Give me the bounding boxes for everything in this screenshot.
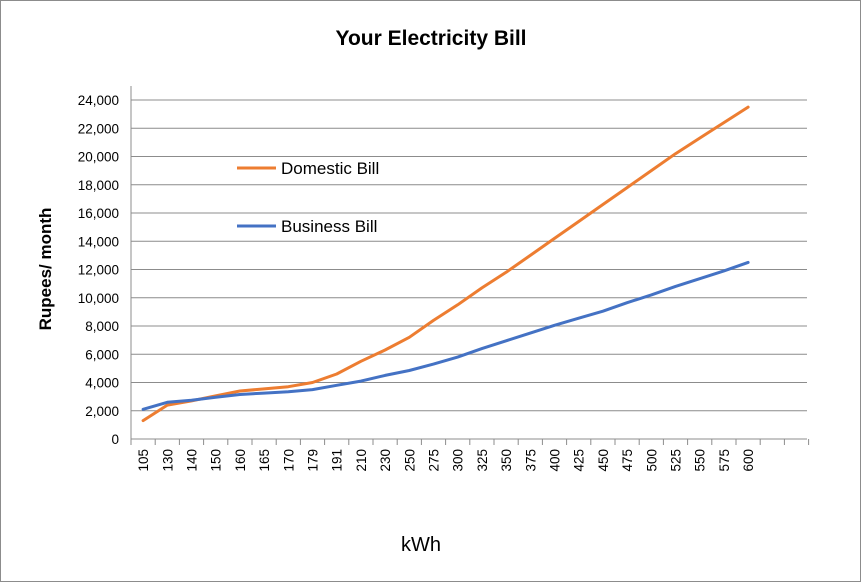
x-tick-label: 170 — [281, 449, 296, 472]
x-tick-label: 300 — [451, 449, 466, 472]
x-tick-label: 475 — [620, 449, 635, 472]
y-tick-label: 18,000 — [78, 178, 119, 193]
gridlines — [131, 99, 807, 412]
x-tick-label: 600 — [741, 449, 756, 472]
chart-title: Your Electricity Bill — [336, 27, 527, 50]
x-tick-label: 160 — [233, 449, 248, 472]
x-axis-ticks: 105 130 140 150 160 165 170 179 191 210 230 250 275 3… — [136, 449, 756, 472]
x-tick-label: 275 — [427, 449, 442, 472]
y-tick-label: 22,000 — [78, 121, 119, 136]
x-tick-label: 550 — [693, 449, 708, 472]
y-tick-label: 24,000 — [78, 93, 119, 108]
x-tick-label: 325 — [475, 449, 490, 472]
x-tick-label: 575 — [717, 449, 732, 472]
x-tick-label: 400 — [548, 449, 563, 472]
y-tick-label: 12,000 — [78, 263, 119, 278]
series-line-domestic — [141, 105, 750, 423]
x-tick-label: 450 — [596, 449, 611, 472]
legend-label: Domestic Bill — [281, 159, 379, 178]
x-tick-label: 105 — [136, 449, 151, 472]
x-tick-label: 191 — [330, 449, 345, 472]
x-tick-label: 230 — [378, 449, 393, 472]
y-tick-label: 2,000 — [85, 404, 119, 419]
y-axis-ticks: 0 2,000 4,000 6,000 8,000 10,000 12,000 14,000 1… — [78, 93, 119, 447]
x-tick-label: 375 — [523, 449, 538, 472]
legend-label: Business Bill — [281, 217, 377, 236]
x-tick-label: 210 — [354, 449, 369, 472]
axes — [130, 86, 810, 445]
y-tick-label: 10,000 — [78, 291, 119, 306]
y-tick-label: 14,000 — [78, 234, 119, 249]
y-tick-label: 16,000 — [78, 206, 119, 221]
x-tick-label: 165 — [257, 449, 272, 472]
x-tick-label: 179 — [306, 449, 321, 472]
x-tick-label: 250 — [402, 449, 417, 472]
series-lines — [141, 105, 750, 423]
x-tick-label: 525 — [669, 449, 684, 472]
legend: Domestic Bill Business Bill — [237, 159, 379, 236]
x-tick-label: 140 — [185, 449, 200, 472]
x-tick-label: 350 — [499, 449, 514, 472]
y-tick-label: 20,000 — [78, 150, 119, 165]
y-tick-label: 0 — [111, 432, 119, 447]
x-tick-label: 150 — [209, 449, 224, 472]
y-axis-label: Rupees/ month — [36, 208, 55, 331]
y-tick-label: 4,000 — [85, 376, 119, 391]
x-tick-label: 500 — [644, 449, 659, 472]
x-axis-label: kWh — [401, 534, 441, 556]
y-tick-label: 6,000 — [85, 347, 119, 362]
y-tick-label: 8,000 — [85, 319, 119, 334]
series-line-business — [141, 260, 750, 411]
x-tick-label: 130 — [160, 449, 175, 472]
x-tick-label: 425 — [572, 449, 587, 472]
